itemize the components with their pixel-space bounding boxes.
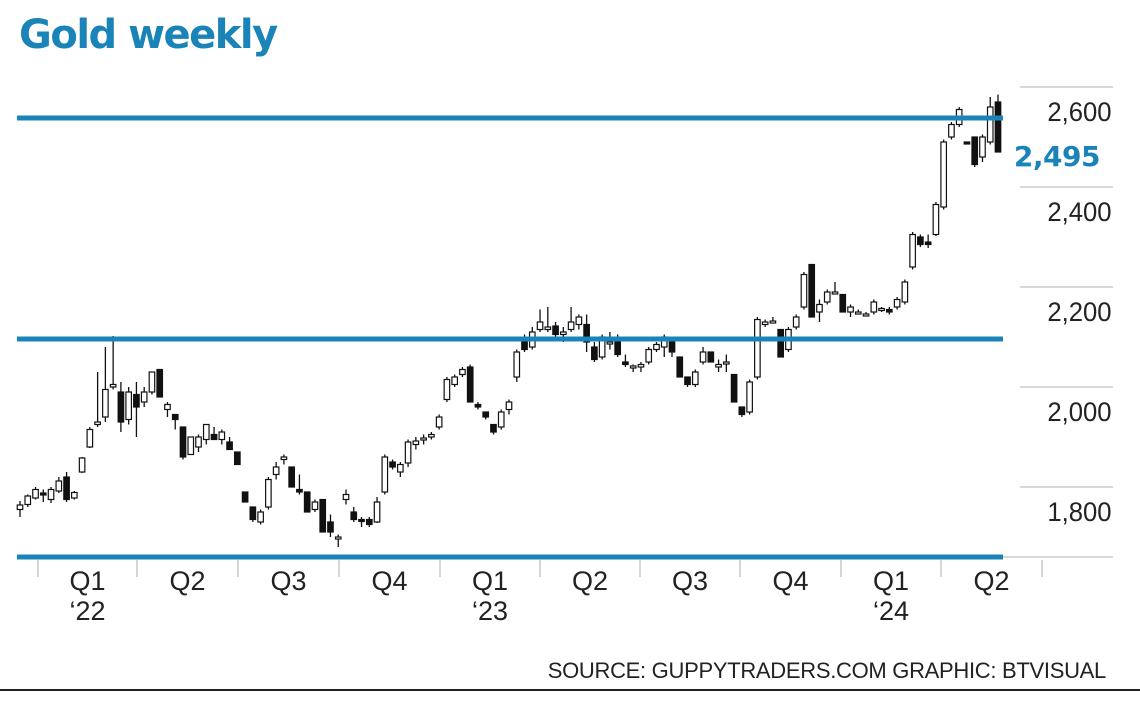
bottom-rule	[0, 689, 1140, 691]
quarter-label: Q4	[772, 566, 809, 596]
last-price-label: 2,495	[1013, 140, 1101, 173]
year-label: ‘22	[69, 596, 106, 626]
quarter-label: Q1	[471, 566, 509, 596]
quarter-label: Q2	[169, 566, 206, 596]
quarter-label: Q3	[270, 566, 307, 596]
x-tick-label: Q2	[550, 566, 630, 596]
y-tick-label: 2,400	[1047, 197, 1112, 227]
x-tick-label: Q2	[148, 566, 228, 596]
year-label: ‘23	[471, 596, 509, 626]
source-credit: SOURCE: GUPPYTRADERS.COM GRAPHIC: BTVISU…	[547, 658, 1107, 683]
quarter-label: Q1	[69, 566, 106, 596]
x-tick-label: Q1 ‘23	[450, 566, 530, 626]
quarter-label: Q3	[671, 566, 709, 596]
x-tick-label: Q3	[249, 566, 329, 596]
quarter-label: Q2	[571, 566, 609, 596]
x-tick-label: Q3	[650, 566, 730, 596]
y-tick-label: 2,600	[1047, 97, 1112, 127]
year-label: ‘24	[872, 596, 910, 626]
x-tick-label: Q2	[952, 566, 1032, 596]
x-tick-label: Q4	[751, 566, 831, 596]
y-tick-label: 2,000	[1047, 397, 1112, 427]
chart-title: Gold weekly	[19, 12, 278, 58]
x-tick-label: Q4	[350, 566, 430, 596]
quarter-label: Q1	[872, 566, 910, 596]
quarter-label: Q2	[973, 566, 1010, 596]
x-tick-label: Q1 ‘24	[851, 566, 931, 626]
y-tick-label: 1,800	[1047, 497, 1112, 527]
quarter-label: Q4	[371, 566, 408, 596]
x-tick-label: Q1 ‘22	[48, 566, 128, 626]
y-tick-label: 2,200	[1047, 297, 1112, 327]
